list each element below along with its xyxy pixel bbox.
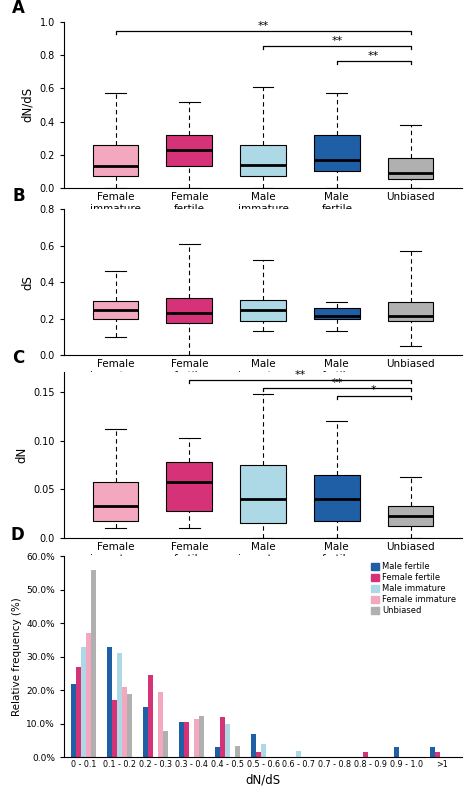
Bar <box>93 481 138 521</box>
Text: *: * <box>371 385 376 395</box>
Bar <box>117 653 122 757</box>
Bar <box>179 722 184 757</box>
Bar <box>388 506 433 526</box>
Bar <box>93 301 138 319</box>
Text: B: B <box>12 187 25 204</box>
Bar <box>199 716 204 757</box>
Bar <box>219 717 225 757</box>
Bar <box>148 675 153 757</box>
Bar <box>388 302 433 321</box>
Bar <box>388 158 433 180</box>
Bar <box>394 747 399 757</box>
Bar <box>166 135 212 166</box>
Bar <box>296 751 301 757</box>
Y-axis label: dN/dS: dN/dS <box>21 88 34 122</box>
Bar <box>261 744 265 757</box>
Bar <box>240 465 286 523</box>
Bar <box>430 747 435 757</box>
Bar <box>93 144 138 176</box>
Bar <box>166 462 212 510</box>
Bar <box>240 301 286 321</box>
Text: D: D <box>10 526 24 544</box>
Bar <box>240 144 286 176</box>
Bar <box>225 724 230 757</box>
Bar <box>127 694 132 757</box>
Bar <box>81 647 86 757</box>
Text: C: C <box>12 350 25 368</box>
Legend: Male fertile, Female fertile, Male immature, Female immature, Unbiased: Male fertile, Female fertile, Male immat… <box>369 560 458 617</box>
Text: **: ** <box>331 377 342 387</box>
X-axis label: dN/dS: dN/dS <box>246 773 281 787</box>
Bar <box>112 701 117 757</box>
Bar <box>86 634 91 757</box>
Y-axis label: Relative frequency (%): Relative frequency (%) <box>12 597 22 716</box>
Bar <box>251 734 255 757</box>
Bar <box>166 297 212 323</box>
Bar <box>435 753 440 757</box>
Bar <box>107 647 112 757</box>
Bar <box>255 753 261 757</box>
Text: **: ** <box>331 36 342 46</box>
Bar <box>184 722 189 757</box>
Bar <box>158 692 163 757</box>
Text: A: A <box>12 0 25 17</box>
Bar <box>314 135 360 171</box>
Bar <box>71 683 76 757</box>
Y-axis label: dS: dS <box>21 275 34 290</box>
Bar <box>163 731 168 757</box>
Bar <box>122 687 127 757</box>
Text: **: ** <box>368 50 379 61</box>
Bar <box>143 707 148 757</box>
Bar <box>194 719 199 757</box>
Text: **: ** <box>257 21 269 31</box>
Y-axis label: dN: dN <box>15 447 28 463</box>
Bar <box>235 746 240 757</box>
Bar <box>76 667 81 757</box>
Bar <box>314 475 360 521</box>
Text: **: ** <box>294 370 306 380</box>
Bar <box>363 753 368 757</box>
Bar <box>91 570 96 757</box>
Bar <box>215 747 219 757</box>
Bar <box>314 308 360 320</box>
